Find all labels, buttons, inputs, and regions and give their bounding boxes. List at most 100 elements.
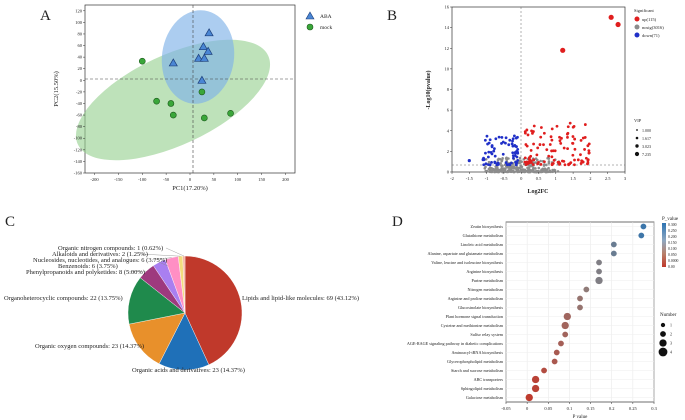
enrichment-category-label: Glutathione metabolism xyxy=(463,233,504,238)
volcano-point-up xyxy=(579,153,582,157)
volcano-point-up xyxy=(550,162,554,166)
volcano-point-up xyxy=(568,121,572,125)
volcano-point-down xyxy=(510,161,513,165)
volcano-point-nosig xyxy=(496,170,500,174)
volcano-point-up xyxy=(532,124,536,128)
volcano-point-up xyxy=(573,147,577,151)
mock-point xyxy=(169,111,177,119)
enrichment-point xyxy=(596,259,602,266)
volcano-point-down xyxy=(486,155,490,159)
size-legend-label: 3 xyxy=(670,341,672,346)
pca-xtick-label: 150 xyxy=(258,177,266,182)
volcano-point-up xyxy=(573,163,576,167)
pca-xtick-label: -50 xyxy=(163,177,170,182)
volcano-point-down xyxy=(485,134,489,138)
pie-label-1: Organic acids and derivatives: 23 (14.37… xyxy=(132,367,245,374)
volcano-point-down xyxy=(515,145,518,149)
volcano-point-down xyxy=(493,161,497,165)
volcano-point-up xyxy=(579,138,583,142)
aba-point xyxy=(198,42,208,51)
volcano-point-up xyxy=(567,162,571,166)
volcano-point-up xyxy=(550,155,554,159)
volcano-ylabel: -Log10(pvalue) xyxy=(425,70,432,109)
volcano-point-down xyxy=(490,152,494,156)
volcano-point-nosig xyxy=(501,156,504,160)
volcano-point-down xyxy=(511,137,515,141)
volcano-point-nosig xyxy=(556,170,560,173)
pca-xtick-label: 0 xyxy=(189,177,192,182)
enrichment-point xyxy=(638,232,645,239)
enrichment-point xyxy=(610,250,617,257)
volcano-point-up xyxy=(569,161,573,164)
size-legend-label: 4 xyxy=(670,350,672,355)
pie-leader-line xyxy=(151,257,172,261)
enrichment-category-label: Arginine biosynthesis xyxy=(466,269,503,274)
volcano-point-up xyxy=(525,144,529,148)
volcano-point-down xyxy=(481,158,485,162)
pca-panel: -200 -150 -100 -50 0 50 100 150 200 -160-140-120… xyxy=(53,4,332,192)
volcano-point-top xyxy=(560,47,566,53)
volcano-ytick-label: 12 xyxy=(445,46,450,51)
enrichment-point xyxy=(596,268,602,275)
enrichment-category-label: Cysteine and methionine metabolism xyxy=(441,323,504,328)
enrichment-category-label: Purine metabolism xyxy=(471,278,503,283)
volcano-point-up xyxy=(555,124,559,128)
enrichment-category-label: Galactose metabolism xyxy=(466,395,504,400)
enrichment-point xyxy=(553,349,560,356)
vip-size-4 xyxy=(634,151,640,157)
enrichment-category-label: Valine, leucine and isoleucine biosynthe… xyxy=(431,260,503,266)
enrichment-point xyxy=(531,375,540,384)
volcano-point-nosig xyxy=(518,161,521,165)
volcano-point-down xyxy=(496,161,500,165)
enrichment-size-legend: Number 1 2 3 4 xyxy=(658,313,677,357)
volcano-point-down xyxy=(516,147,520,151)
volcano-point-nosig xyxy=(518,156,522,160)
vip-size-2 xyxy=(635,136,639,140)
volcano-point-nosig xyxy=(541,167,545,171)
volcano-point-nosig xyxy=(499,162,502,165)
size-legend-label: 1 xyxy=(670,323,672,328)
enrichment-point xyxy=(577,304,583,311)
volcano-ytick-label: 10 xyxy=(445,66,450,71)
volcano-point-down xyxy=(512,134,516,138)
volcano-point-down xyxy=(486,142,489,146)
pie-leader-line xyxy=(139,253,181,257)
volcano-point-up xyxy=(529,161,533,164)
aba-point xyxy=(168,58,178,67)
enrichment-category-label: Sulfur relay system xyxy=(470,332,503,337)
volcano-point-down xyxy=(490,145,494,149)
volcano-point-up xyxy=(532,142,535,146)
size-legend-dot xyxy=(660,331,666,337)
enrichment-xtick-label: 0.25 xyxy=(629,406,638,411)
legend-aba-marker xyxy=(305,11,315,20)
volcano-point-up xyxy=(524,163,528,167)
volcano-point-up xyxy=(566,147,569,151)
volcano-point-down xyxy=(516,135,519,139)
enrichment-point xyxy=(551,358,558,365)
volcano-panel: -2 -1.5 -1 -0.5 0 0.5 1 1.5 2 2.5 3 0246810121416 … xyxy=(425,5,664,196)
volcano-point-nosig xyxy=(547,170,550,174)
colorbar-title: P_value xyxy=(662,217,679,222)
enrichment-xtick-label: -0.05 xyxy=(501,406,511,411)
volcano-point-nosig xyxy=(501,170,504,174)
volcano-point-up xyxy=(562,146,566,150)
enrichment-xtick-label: 0.05 xyxy=(544,406,553,411)
enrichment-point xyxy=(541,367,547,374)
colorbar-gradient xyxy=(662,223,666,267)
volcano-point-up xyxy=(550,138,554,142)
volcano-point-nosig xyxy=(537,170,540,174)
volcano-point-nosig xyxy=(488,170,492,173)
volcano-point-down xyxy=(508,138,512,142)
volcano-point-up xyxy=(542,131,546,135)
volcano-point-nosig xyxy=(541,170,545,173)
volcano-point-up xyxy=(571,135,575,138)
volcano-point-up xyxy=(576,158,580,162)
size-legend-dot xyxy=(660,322,666,328)
volcano-point-nosig xyxy=(534,170,538,173)
volcano-point-down xyxy=(511,151,515,155)
volcano-point-up xyxy=(566,125,570,129)
volcano-ytick-label: 14 xyxy=(445,25,450,30)
volcano-point-down xyxy=(515,155,519,159)
pie-label-2: Organic oxygen compounds: 23 (14.37%) xyxy=(35,343,144,350)
